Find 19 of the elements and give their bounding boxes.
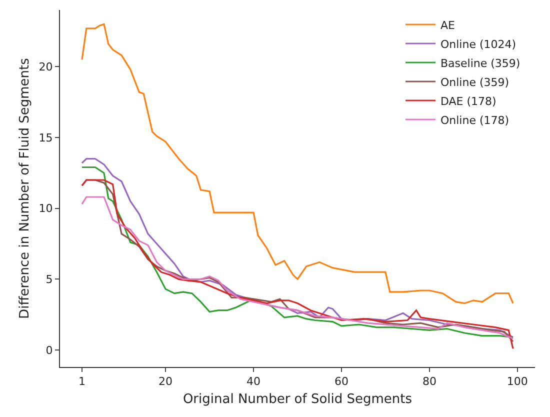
y-tick-label: 10 xyxy=(38,202,53,216)
y-tick-label: 0 xyxy=(46,344,53,357)
y-tick-label: 15 xyxy=(38,131,53,144)
legend-label: DAE (178) xyxy=(440,94,496,108)
x-tick-label: 60 xyxy=(334,375,348,388)
x-tick-label: 80 xyxy=(422,375,436,388)
legend-label: Online (178) xyxy=(440,114,510,127)
legend-label: AE xyxy=(440,18,456,32)
y-axis-title: Difference in Number of Fluid Segments xyxy=(18,58,33,319)
x-axis-title: Original Number of Solid Segments xyxy=(182,392,412,407)
x-tick-label: 1 xyxy=(78,375,86,388)
legend-label: Online (1024) xyxy=(440,38,516,51)
x-tick-label: 100 xyxy=(506,375,528,388)
legend-label: Online (359) xyxy=(440,76,510,89)
x-tick-label: 40 xyxy=(246,375,261,388)
x-tick-label: 20 xyxy=(158,375,173,388)
legend-label: Baseline (359) xyxy=(440,56,520,70)
y-tick-label: 20 xyxy=(38,60,53,74)
y-tick-label: 5 xyxy=(46,273,53,286)
